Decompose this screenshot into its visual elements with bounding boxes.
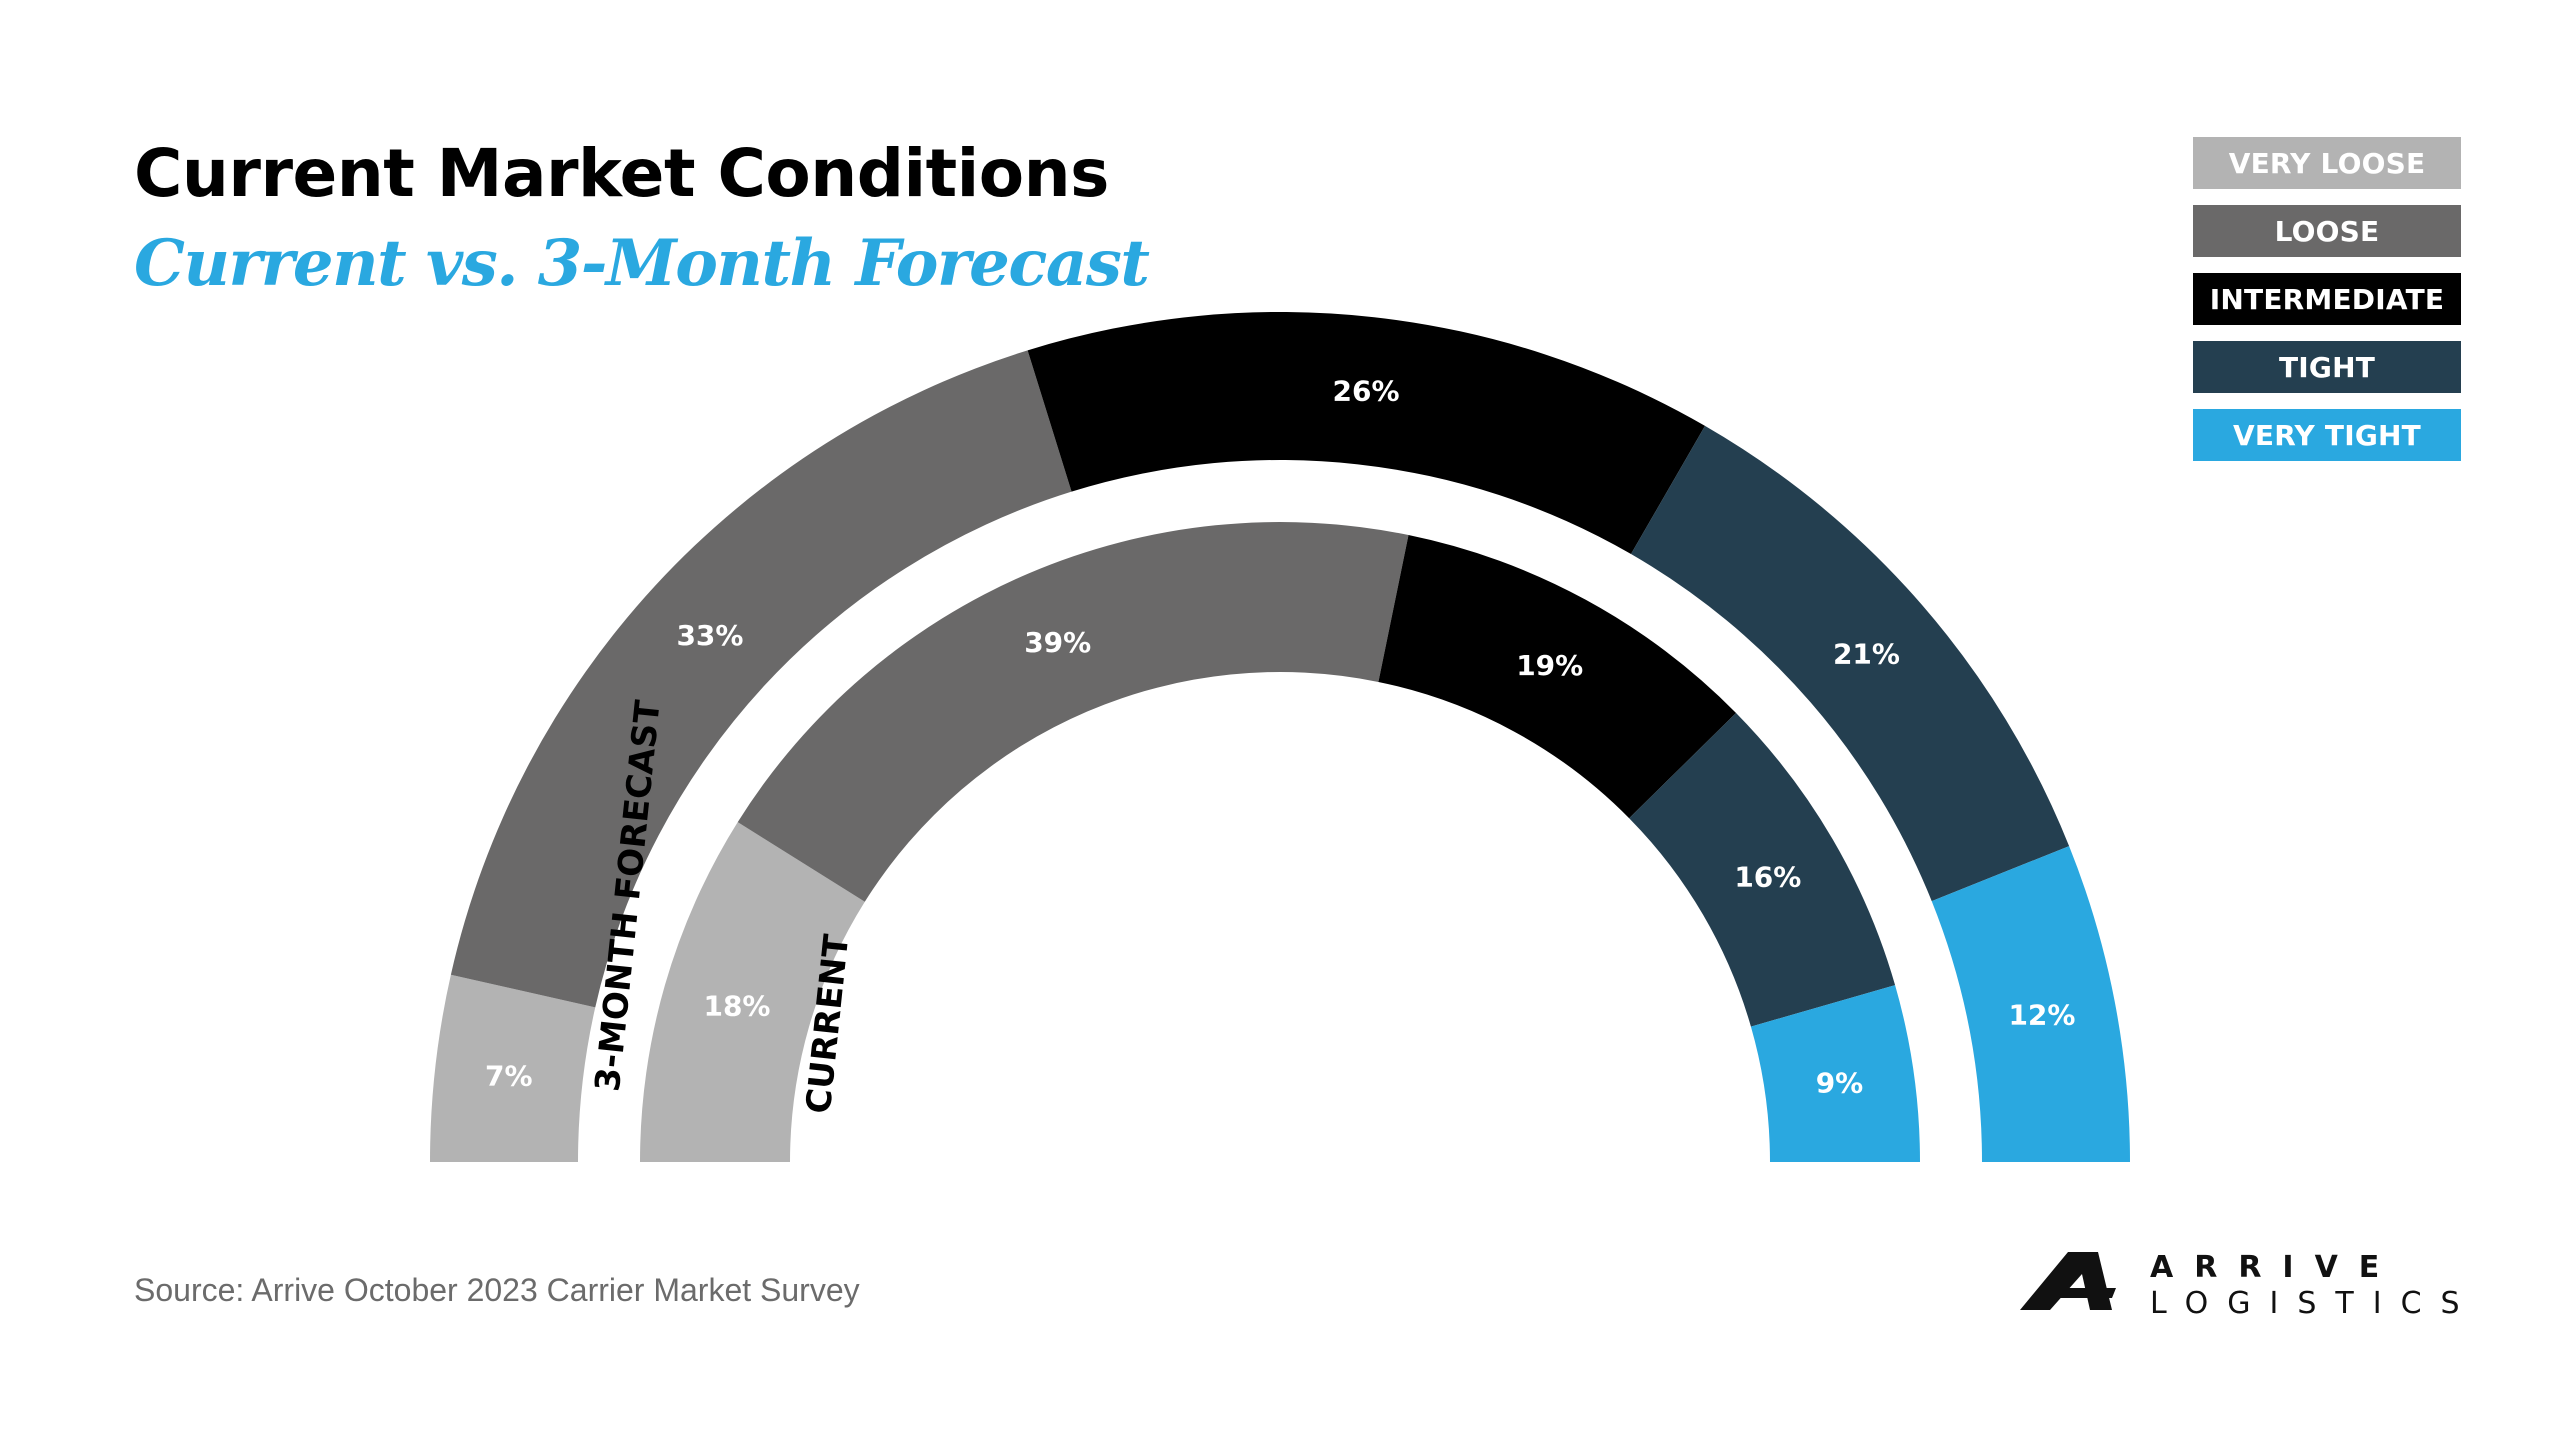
value-label-current-very-tight: 9% bbox=[1816, 1067, 1864, 1100]
segment-3-month-forecast-very-loose bbox=[430, 974, 596, 1162]
segment-current-intermediate bbox=[1378, 535, 1737, 819]
segment-current-very-loose bbox=[640, 822, 865, 1162]
legend-item-very-tight: VERY TIGHT bbox=[2193, 409, 2461, 461]
value-label-current-intermediate: 19% bbox=[1516, 649, 1583, 682]
chart-rings bbox=[430, 311, 2130, 1162]
legend-item-very-loose: VERY LOOSE bbox=[2193, 137, 2461, 189]
legend-item-intermediate: INTERMEDIATE bbox=[2193, 273, 2461, 325]
arrive-logo-icon bbox=[2020, 1252, 2116, 1310]
segment-3-month-forecast-loose bbox=[450, 350, 1072, 1008]
segment-3-month-forecast-intermediate bbox=[1027, 311, 1705, 555]
value-label-3-month-forecast-very-tight: 12% bbox=[2008, 999, 2075, 1032]
logo-wordmark-line1: ARRIVE bbox=[2150, 1250, 2401, 1285]
value-label-3-month-forecast-tight: 21% bbox=[1833, 637, 1900, 670]
value-label-3-month-forecast-very-loose: 7% bbox=[485, 1059, 533, 1092]
segment-current-loose bbox=[737, 522, 1409, 902]
logo-wordmark-line2: LOGISTICS bbox=[2150, 1286, 2479, 1321]
value-label-current-tight: 16% bbox=[1734, 860, 1801, 893]
segment-3-month-forecast-tight bbox=[1631, 425, 2070, 902]
segment-current-tight bbox=[1629, 712, 1896, 1027]
value-labels: 7% 33% 26% 21% 12% 18% 39% 19% 16% 9% bbox=[485, 374, 2075, 1099]
value-label-current-loose: 39% bbox=[1024, 626, 1091, 659]
legend: VERY LOOSE LOOSE INTERMEDIATE TIGHT VERY… bbox=[2193, 137, 2461, 477]
source-note: Source: Arrive October 2023 Carrier Mark… bbox=[134, 1272, 860, 1308]
value-label-3-month-forecast-intermediate: 26% bbox=[1332, 374, 1399, 407]
chart-title: Current Market Conditions bbox=[134, 135, 1109, 212]
segment-current-very-tight bbox=[1750, 985, 1920, 1162]
value-label-3-month-forecast-loose: 33% bbox=[676, 619, 743, 652]
value-label-current-very-loose: 18% bbox=[703, 989, 770, 1022]
legend-item-tight: TIGHT bbox=[2193, 341, 2461, 393]
arrive-logistics-logo: ARRIVE LOGISTICS bbox=[2020, 1250, 2480, 1321]
legend-item-loose: LOOSE bbox=[2193, 205, 2461, 257]
chart-subtitle: Current vs. 3-Month Forecast bbox=[134, 226, 1150, 301]
segment-3-month-forecast-very-tight bbox=[1931, 846, 2130, 1162]
